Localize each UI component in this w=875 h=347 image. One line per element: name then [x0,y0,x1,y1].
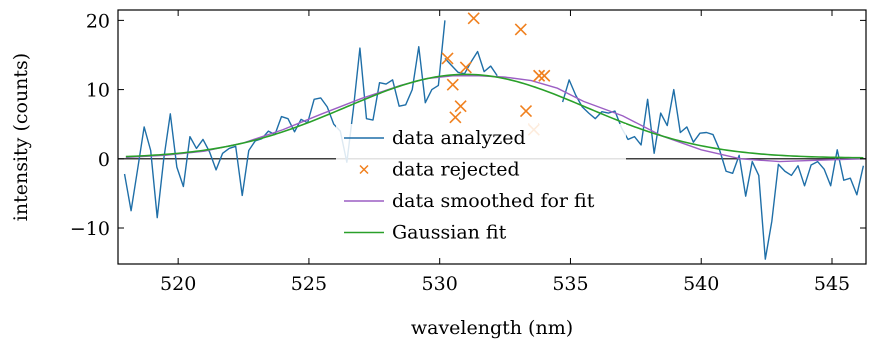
rejected-point [449,111,462,124]
legend-box [336,124,626,250]
legend-label-data-smoothed: data smoothed for fit [392,190,595,212]
y-tick-label: 10 [86,80,110,102]
x-tick-label: 525 [291,273,327,295]
x-tick-label: 530 [422,273,458,295]
rejected-point [519,104,533,118]
y-tick-label: −10 [70,218,110,240]
rejected-point [441,52,454,65]
series-data-analyzed-segment-0 [123,20,446,219]
legend-label-data-analyzed: data analyzed [392,127,526,149]
rejected-point [467,12,480,25]
legend: data analyzed data rejected data smoothe… [336,124,626,250]
rejected-point [459,61,472,74]
legend-swatch-data-rejected [359,164,369,175]
x-tick-label: 535 [552,273,588,295]
legend-label-gaussian-fit: Gaussian fit [392,222,507,244]
x-axis-label: wavelength (nm) [411,317,573,339]
y-axis-label: intensity (counts) [10,53,32,221]
rejected-point [454,100,467,113]
rejected-point [446,78,459,91]
y-tick-label: 20 [86,10,110,32]
x-tick-label: 540 [683,273,719,295]
rejected-point [538,69,551,82]
x-tick-label: 545 [814,273,850,295]
series-gaussian-fit [125,73,864,159]
y-tick-label: 0 [98,149,110,171]
x-tick-label: 520 [160,273,196,295]
rejected-point [533,69,546,82]
rejected-point [514,23,527,36]
legend-label-data-rejected: data rejected [392,159,520,181]
plot-frame [117,9,867,265]
